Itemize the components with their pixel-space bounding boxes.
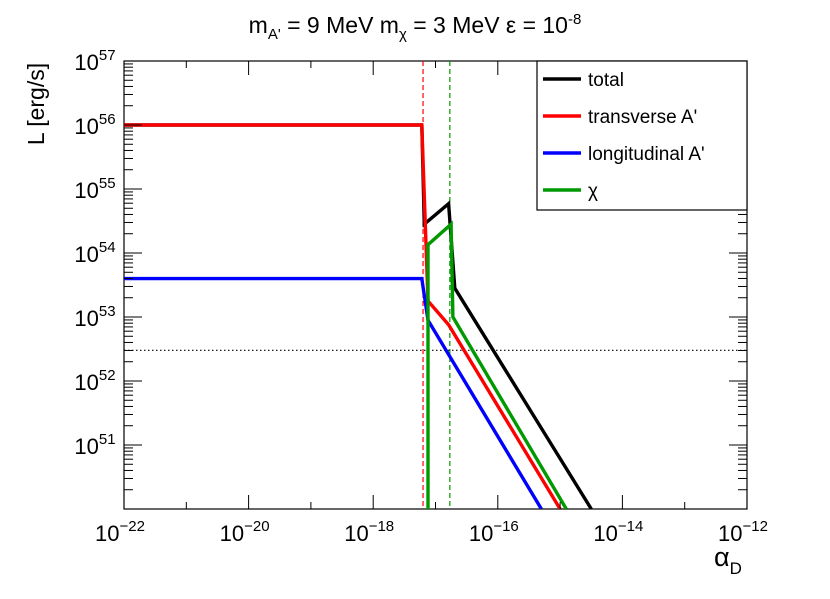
legend-label-2: longitudinal A'	[588, 144, 705, 165]
y-tick-label-0: 1051	[74, 431, 115, 459]
x-axis-label: αD	[714, 542, 742, 578]
legend-box	[536, 60, 748, 211]
y-axis-label: L [erg/s]	[23, 63, 49, 145]
legend: total transverse A' longitudinal A' χ	[536, 60, 748, 211]
chart-title: mA' = 9 MeV mχ = 3 MeV ε = 10-8	[249, 11, 582, 43]
series-line-1	[124, 123, 562, 509]
y-tick-label-5: 1056	[74, 111, 115, 139]
y-tick-label-4: 1055	[74, 175, 115, 203]
series-line-3	[426, 220, 568, 509]
x-tick-label-1: 10−20	[220, 518, 270, 546]
y-tick-label-2: 1053	[74, 303, 115, 331]
y-tick-label-1: 1052	[74, 367, 115, 395]
x-tick-label-2: 10−18	[344, 518, 394, 546]
series-line-2	[124, 276, 543, 509]
y-tick-label-3: 1054	[74, 239, 115, 267]
series-group	[124, 123, 593, 509]
y-tick-label-6: 1057	[74, 47, 115, 75]
legend-label-3: χ	[588, 181, 598, 202]
legend-label-0: total	[588, 70, 624, 91]
series-line-0	[124, 123, 593, 509]
x-tick-label-0: 10−22	[95, 518, 145, 546]
x-tick-label-4: 10−14	[593, 518, 643, 546]
legend-label-1: transverse A'	[588, 107, 697, 128]
x-tick-label-5: 10−12	[718, 518, 768, 546]
x-tick-label-3: 10−16	[469, 518, 519, 546]
axis-tick-labels: 10−22 10−20 10−18 10−16 10−14 10−12 1051 1052 10…	[74, 47, 768, 546]
